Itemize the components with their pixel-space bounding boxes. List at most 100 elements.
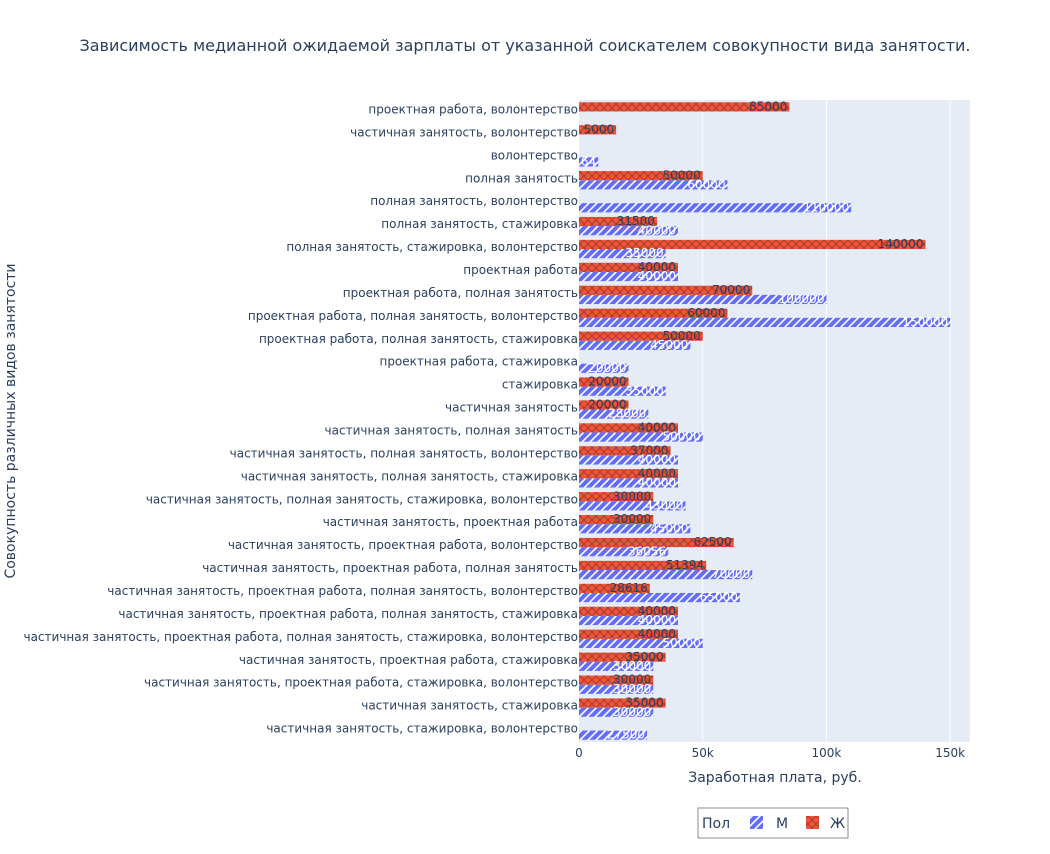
y-axis-title: Совокупность различных видов занятости xyxy=(3,263,19,578)
category-label: частичная занятость, стажировка, волонте… xyxy=(266,722,578,736)
category-label: частичная занятость, проектная работа, п… xyxy=(107,584,578,598)
bar-female[interactable] xyxy=(579,652,666,662)
bar-male[interactable] xyxy=(579,524,691,534)
bar-male[interactable] xyxy=(579,592,740,603)
value-label-female: 28616 xyxy=(610,581,648,595)
bar-male[interactable] xyxy=(579,615,678,626)
legend-swatch-m xyxy=(750,816,763,829)
bar-female[interactable] xyxy=(579,125,617,135)
bar-male[interactable] xyxy=(579,386,666,396)
bar-female[interactable] xyxy=(579,308,728,318)
category-label: проектная работа, полная занятость, воло… xyxy=(248,309,578,323)
legend-item-m[interactable]: М xyxy=(750,816,788,832)
legend-title: Пол xyxy=(702,816,730,832)
bar-male[interactable] xyxy=(579,730,648,740)
bar-male[interactable] xyxy=(579,294,827,305)
bar-female[interactable] xyxy=(579,492,654,502)
value-label-male: 35000 xyxy=(625,384,663,398)
bar-male[interactable] xyxy=(579,455,678,465)
value-label-female: 35000 xyxy=(625,650,663,664)
category-label: частичная занятость, проектная работа, п… xyxy=(202,561,578,575)
bar-female[interactable] xyxy=(579,400,629,410)
bar-male[interactable] xyxy=(579,271,678,282)
value-label-male: 28000 xyxy=(608,407,646,421)
bar-female[interactable] xyxy=(579,606,678,616)
bar-male[interactable] xyxy=(579,707,654,717)
bar-female[interactable] xyxy=(579,515,654,525)
category-label: частичная занятость, проектная работа, п… xyxy=(23,630,578,644)
category-label: частичная занятость, полная занятость, с… xyxy=(241,469,578,483)
value-label-female: 40000 xyxy=(638,627,676,641)
x-tick-label: 0 xyxy=(575,746,583,760)
value-label-male: 40000 xyxy=(638,453,676,467)
category-label: частичная занятость, проектная работа, в… xyxy=(228,538,578,552)
bar-female[interactable] xyxy=(579,675,654,685)
value-label-female: 31500 xyxy=(617,214,655,228)
category-label: частичная занятость, проектная работа, с… xyxy=(144,676,578,690)
value-label-male: 27500 xyxy=(607,728,645,742)
bar-female[interactable] xyxy=(579,560,707,571)
bar-female[interactable] xyxy=(579,446,671,456)
value-label-male: 43000 xyxy=(645,498,683,512)
bar-male[interactable] xyxy=(579,570,753,580)
value-label-male: 65000 xyxy=(700,590,738,604)
bar-female[interactable] xyxy=(579,171,703,181)
legend-swatch-f xyxy=(806,816,819,829)
bar-male[interactable] xyxy=(579,547,669,557)
value-label-female: 20000 xyxy=(588,375,626,389)
value-label-female: 40000 xyxy=(638,420,676,434)
bar-female[interactable] xyxy=(579,102,790,112)
category-label: проектная работа xyxy=(463,263,578,277)
value-label-male: 36056 xyxy=(628,544,666,558)
bar-female[interactable] xyxy=(579,537,734,548)
bar-male[interactable] xyxy=(579,363,629,373)
bar-male[interactable] xyxy=(579,409,649,419)
legend: Пол М Ж xyxy=(697,807,849,839)
x-tick-label: 150k xyxy=(935,746,965,760)
value-label-female: 51394 xyxy=(666,558,704,572)
value-label-male: 60000 xyxy=(687,177,725,191)
bar-male[interactable] xyxy=(579,226,678,236)
value-label-female: 20000 xyxy=(588,398,626,412)
legend-item-f[interactable]: Ж xyxy=(806,816,845,832)
bar-male[interactable] xyxy=(579,157,599,167)
value-label-male: 70000 xyxy=(712,567,750,581)
value-label-male: 45000 xyxy=(650,521,688,535)
value-label-male: 64 xyxy=(581,154,596,168)
bar-male[interactable] xyxy=(579,501,686,511)
bar-male[interactable] xyxy=(579,661,654,671)
bar-male[interactable] xyxy=(579,249,666,259)
bar-female[interactable] xyxy=(579,262,678,272)
bar-female[interactable] xyxy=(579,583,650,593)
bar-male[interactable] xyxy=(579,684,654,694)
value-label-female: 37000 xyxy=(630,443,668,457)
bar-female[interactable] xyxy=(579,331,703,341)
bar-female[interactable] xyxy=(579,216,657,227)
bar-female[interactable] xyxy=(579,629,678,639)
bar-female[interactable] xyxy=(579,239,926,250)
bar-female[interactable] xyxy=(579,698,666,708)
value-label-male: 30000 xyxy=(613,705,651,719)
value-label-male: 45000 xyxy=(650,338,688,352)
value-label-female: 35000 xyxy=(625,696,663,710)
value-label-male: 40000 xyxy=(638,475,676,489)
bar-male[interactable] xyxy=(579,203,852,213)
bar-female[interactable] xyxy=(579,423,678,433)
bar-female[interactable] xyxy=(579,285,753,295)
bar-male[interactable] xyxy=(579,432,703,442)
bar-male[interactable] xyxy=(579,340,691,350)
bar-male[interactable] xyxy=(579,478,678,488)
bar-male[interactable] xyxy=(579,638,703,648)
bar-female[interactable] xyxy=(579,377,629,387)
value-label-male: 40000 xyxy=(638,223,676,237)
category-label: частичная занятость, полная занятость xyxy=(325,423,578,437)
category-label: частичная занятость, полная занятость, с… xyxy=(146,492,578,506)
bar-male[interactable] xyxy=(579,317,951,327)
bar-female[interactable] xyxy=(579,469,678,479)
bar-male[interactable] xyxy=(579,180,728,190)
value-label-female: 30000 xyxy=(613,673,651,687)
legend-label-f: Ж xyxy=(830,816,845,832)
chart-title: Зависимость медианной ожидаемой зарплаты… xyxy=(79,36,970,55)
category-label: частичная занятость, проектная работа, с… xyxy=(239,653,578,667)
